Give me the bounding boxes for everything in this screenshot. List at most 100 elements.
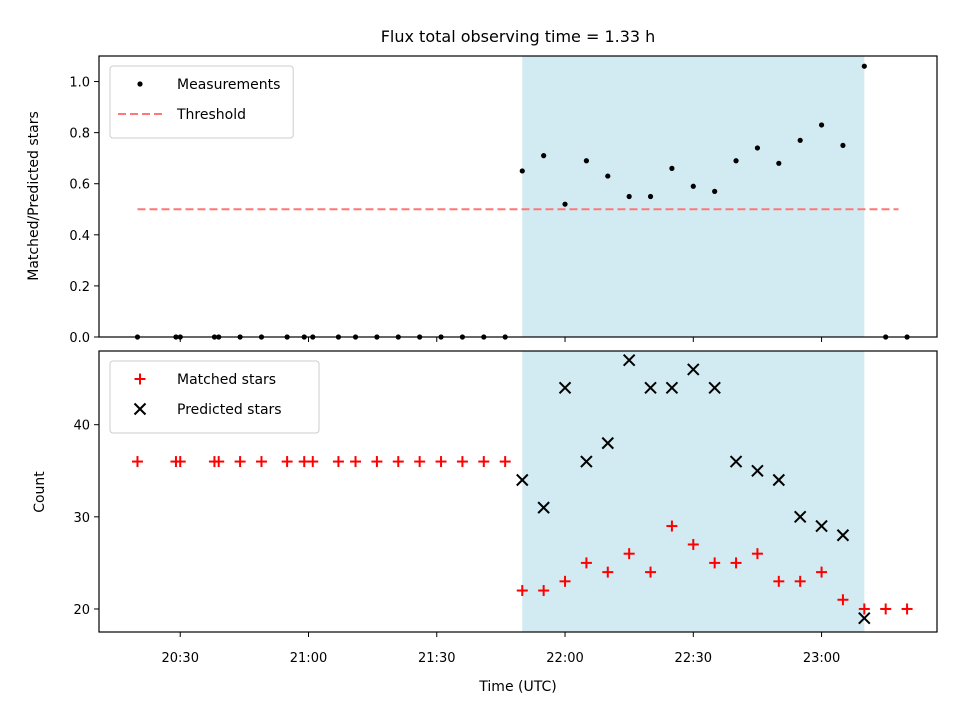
matched-stars-point: [858, 603, 870, 615]
legend: Measurements Threshold: [109, 65, 294, 139]
measurements-point: [626, 193, 632, 200]
y-tick-label: 0.6: [69, 178, 90, 193]
measurements-point: [562, 201, 568, 207]
matched-stars-point: [751, 548, 763, 560]
predicted-stars-point: [772, 473, 786, 487]
matched-stars-point: [880, 603, 892, 615]
matched-stars-point: [538, 585, 550, 597]
axes-frame: [98, 350, 938, 633]
matched-stars-point: [371, 456, 383, 468]
matched-stars-point: [499, 456, 511, 468]
matched-stars-point: [350, 456, 362, 468]
measurements-point: [690, 183, 696, 189]
legend-label: Measurements: [177, 77, 280, 93]
matched-stars-point: [174, 456, 186, 468]
measurements-point: [541, 153, 547, 159]
predicted-stars-point: [516, 473, 529, 487]
matched-stars-point: [794, 575, 806, 587]
y-tick-label: 0.2: [69, 280, 90, 295]
matched-stars-point: [837, 594, 849, 606]
matched-stars-point: [213, 456, 225, 468]
legend-matched-stars-swatch: [134, 373, 146, 385]
measurements-point: [840, 142, 846, 149]
predicted-stars-point: [751, 464, 764, 477]
matched-stars-point: [559, 575, 571, 587]
predicted-stars-point: [708, 381, 721, 395]
x-axis-label: Time (UTC): [478, 679, 556, 695]
predicted-stars-point: [558, 381, 572, 395]
matched-stars-point: [414, 456, 426, 468]
matched-stars-point: [730, 557, 742, 569]
y-tick-label: 1.0: [69, 76, 90, 91]
matched-stars-point: [773, 575, 785, 587]
matched-stars-point: [255, 456, 267, 468]
legend-measurements-swatch: [137, 81, 143, 87]
x-tick-label: 20:30: [162, 651, 199, 666]
matched-stars-point: [307, 456, 319, 468]
y-tick-label: 30: [73, 511, 90, 526]
top-panel: 0.0 0.2 0.4 0.6 0.8 1.0 Measurements Threshold: [69, 55, 938, 346]
legend-label: Threshold: [176, 107, 246, 123]
observing-interval-shade: [522, 56, 865, 337]
matched-stars-point: [645, 566, 657, 578]
legend: Matched stars Predicted stars: [109, 360, 320, 434]
matched-stars-point: [666, 520, 678, 532]
predicted-stars-point: [687, 363, 700, 376]
legend-label: Matched stars: [177, 372, 276, 388]
predicted-stars-point: [836, 529, 850, 542]
predicted-stars-point: [729, 455, 743, 468]
matched-stars-point: [687, 538, 699, 550]
predicted-stars-point: [815, 519, 828, 533]
matched-stars-point: [281, 456, 293, 468]
measurements-point: [797, 137, 803, 143]
matched-stars-point: [392, 456, 404, 468]
axes-frame: [98, 55, 938, 338]
matched-stars-point: [901, 603, 913, 615]
y-tick-label: 40: [73, 419, 90, 434]
x-tick-label: 21:00: [290, 651, 327, 666]
measurements-point: [776, 160, 782, 166]
predicted-stars-point: [537, 501, 550, 514]
measurements-point: [712, 188, 718, 194]
matched-stars-point: [435, 456, 447, 468]
measurements-point: [605, 173, 611, 179]
predicted-stars-point: [665, 381, 679, 395]
x-tick-label: 22:00: [546, 651, 583, 666]
legend-label: Predicted stars: [177, 402, 282, 418]
matched-stars-point: [332, 456, 344, 468]
predicted-stars-point: [622, 354, 636, 367]
matched-stars-point: [516, 585, 528, 597]
predicted-stars-point: [644, 381, 657, 395]
predicted-stars-point: [858, 611, 871, 625]
y-tick-label: 0.4: [69, 229, 90, 244]
chart-title: Flux total observing time = 1.33 h: [381, 27, 656, 46]
measurements-point: [519, 168, 525, 174]
measurements-point: [818, 122, 825, 128]
matched-stars-point: [602, 566, 614, 578]
matched-stars-point: [580, 557, 592, 569]
matched-stars-point: [234, 456, 246, 468]
measurements-point: [861, 63, 867, 69]
y-tick-label: 0.0: [69, 331, 90, 346]
matched-stars-point: [131, 456, 143, 468]
predicted-stars-point: [601, 436, 614, 450]
measurements-point: [583, 158, 590, 164]
observing-interval-shade: [522, 351, 865, 632]
predicted-stars-point: [580, 455, 593, 468]
matched-stars-point: [709, 557, 721, 569]
measurements-point: [733, 158, 739, 164]
legend-predicted-stars-swatch: [133, 402, 147, 416]
y-axis-label-bottom: Count: [32, 471, 48, 513]
legend-box: [109, 65, 294, 139]
predicted-stars-point: [793, 510, 807, 524]
x-tick-label: 23:00: [803, 651, 840, 666]
matched-stars-point: [816, 566, 828, 578]
x-tick-label: 21:30: [418, 651, 455, 666]
y-axis-label-top: Matched/Predicted stars: [26, 111, 42, 281]
x-tick-label: 22:30: [675, 651, 712, 666]
measurements-point: [669, 165, 675, 171]
bottom-panel: 20 30 40 20:30 21:00 21:30 22:00 22:30 23:00 Matc…: [73, 350, 938, 666]
measurements-point: [754, 145, 761, 151]
legend-box: [109, 360, 320, 434]
